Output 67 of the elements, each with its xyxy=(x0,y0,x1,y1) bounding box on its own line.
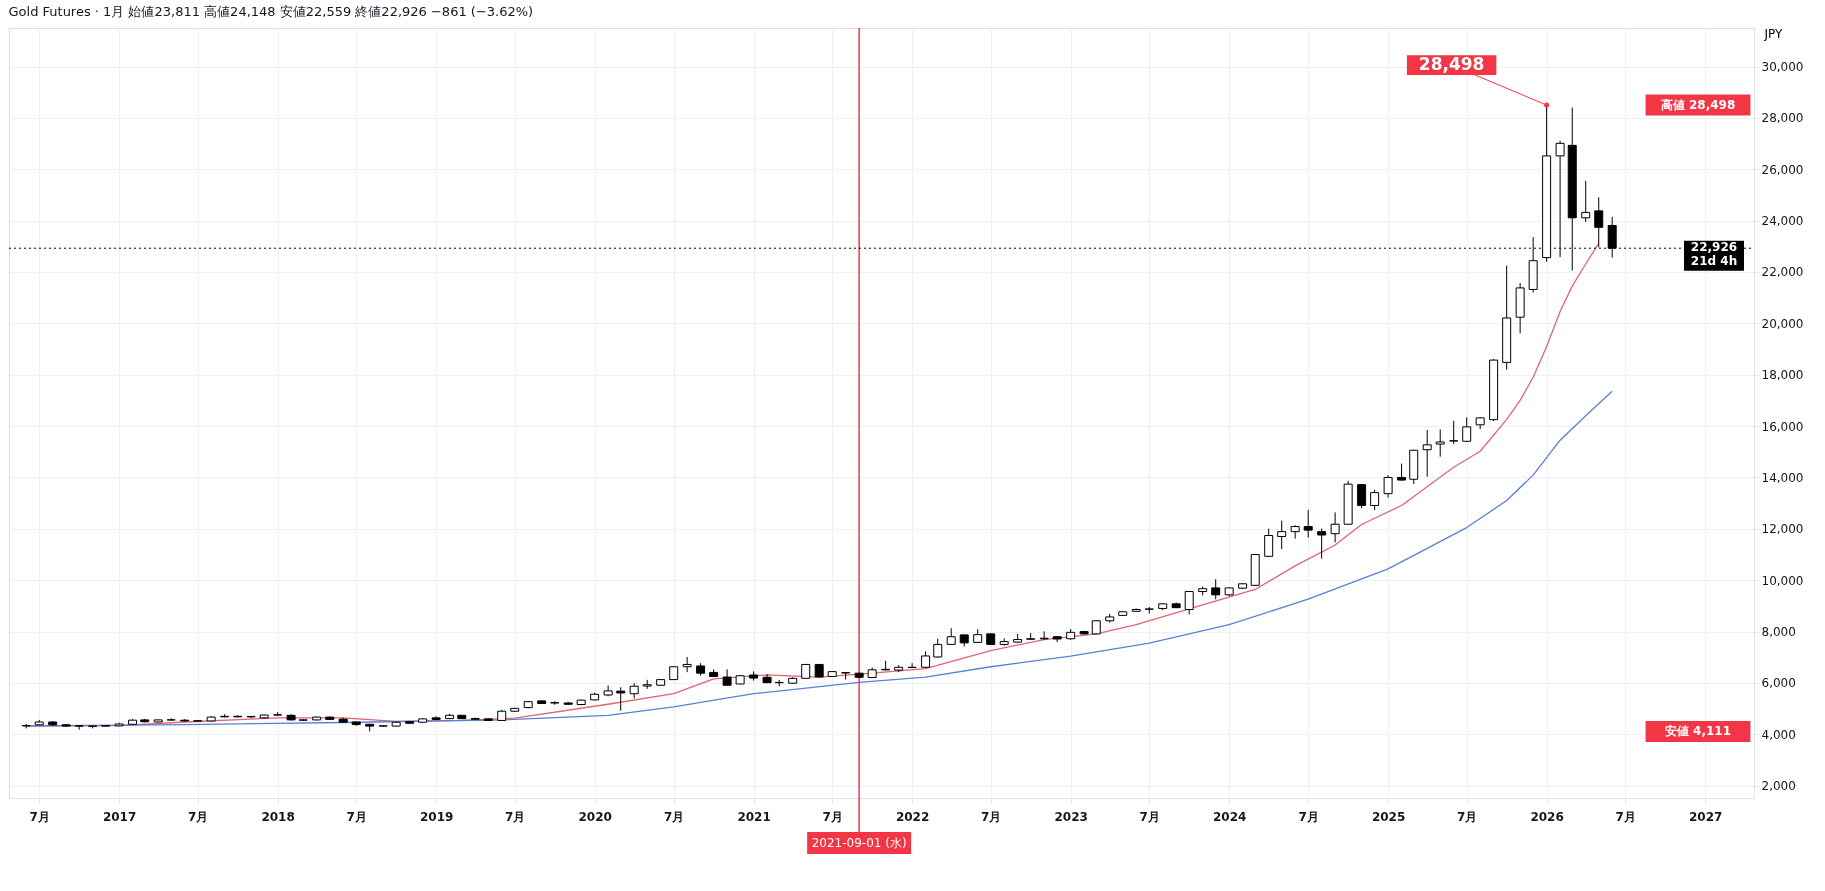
candlestick xyxy=(246,715,256,719)
x-tick-label: 2019 xyxy=(419,809,454,824)
candlestick xyxy=(1383,474,1393,498)
candlestick xyxy=(1370,489,1380,511)
annotation: 安値 4,111 xyxy=(1664,724,1732,739)
candlestick xyxy=(1435,428,1445,458)
x-tick-label: 7月 xyxy=(822,809,843,824)
y-tick-label: 24,000 xyxy=(1761,214,1804,229)
candlestick xyxy=(933,638,943,659)
y-tick-label: 28,000 xyxy=(1761,111,1804,126)
y-tick-label: 16,000 xyxy=(1761,419,1804,434)
candlestick xyxy=(1303,509,1313,539)
x-tick-label: 2027 xyxy=(1688,809,1723,824)
x-tick-label: 7月 xyxy=(1615,809,1636,824)
x-tick-label: 2024 xyxy=(1212,809,1247,824)
x-tick-label: 2018 xyxy=(261,809,295,824)
x-tick-label: 2023 xyxy=(1054,809,1088,824)
candlestick xyxy=(1277,520,1287,550)
candlestick xyxy=(1317,528,1327,560)
y-tick-label: 26,000 xyxy=(1761,162,1804,177)
x-tick-label: 7月 xyxy=(1457,809,1478,824)
y-tick-label: 2,000 xyxy=(1761,779,1796,794)
y-tick-label: 6,000 xyxy=(1761,676,1796,691)
candlestick xyxy=(1607,216,1617,259)
chart-title: Gold Futures · 1月 始値23,811 高値24,148 安値22,559 終値22,926 −861 (−3.62%) xyxy=(8,4,534,19)
ref-line-label: 22,926 21d 4h xyxy=(1690,240,1738,269)
x-tick-label: 7月 xyxy=(1139,809,1160,824)
candlestick xyxy=(1211,578,1221,600)
y-axis-title: JPY xyxy=(1763,26,1784,41)
x-tick-label: 7月 xyxy=(505,809,526,824)
x-tick-label: 2026 xyxy=(1530,809,1564,824)
ref-line-label: 2021-09-01 (水) xyxy=(811,836,907,850)
candlestick xyxy=(74,724,84,731)
x-tick-label: 7月 xyxy=(188,809,209,824)
candlestick xyxy=(1264,528,1274,558)
y-tick-label: 30,000 xyxy=(1761,60,1804,75)
candlestick xyxy=(1462,416,1472,443)
annotation: 28,498 xyxy=(1418,54,1485,75)
y-tick-label: 10,000 xyxy=(1761,573,1804,588)
annotation: 高値 28,498 xyxy=(1660,98,1736,113)
y-tick-label: 4,000 xyxy=(1761,727,1796,742)
x-tick-label: 7月 xyxy=(664,809,685,824)
y-tick-label: 20,000 xyxy=(1761,316,1804,331)
y-tick-label: 8,000 xyxy=(1761,625,1796,640)
y-tick-label: 12,000 xyxy=(1761,522,1804,537)
x-tick-label: 2020 xyxy=(578,809,612,824)
y-tick-label: 18,000 xyxy=(1761,368,1804,383)
candlestick xyxy=(1594,196,1604,248)
x-tick-label: 2022 xyxy=(895,809,930,824)
x-tick-label: 2017 xyxy=(102,809,137,824)
candlestick xyxy=(616,686,626,712)
line-series xyxy=(25,242,1600,727)
candlestick xyxy=(907,662,917,669)
y-tick-label: 22,000 xyxy=(1761,265,1804,280)
candlestick xyxy=(1449,420,1459,445)
candlestick xyxy=(1581,180,1591,223)
candlestick xyxy=(1357,483,1367,509)
x-tick-label: 2025 xyxy=(1371,809,1406,824)
candlestick xyxy=(1555,140,1565,258)
candlestick xyxy=(1422,429,1432,478)
x-tick-label: 7月 xyxy=(1298,809,1319,824)
x-tick-label: 7月 xyxy=(29,809,50,824)
candlestick xyxy=(1330,511,1340,543)
x-tick-label: 7月 xyxy=(346,809,367,824)
x-tick-label: 7月 xyxy=(981,809,1002,824)
x-tick-label: 2021 xyxy=(737,809,771,824)
y-tick-label: 14,000 xyxy=(1761,470,1804,485)
